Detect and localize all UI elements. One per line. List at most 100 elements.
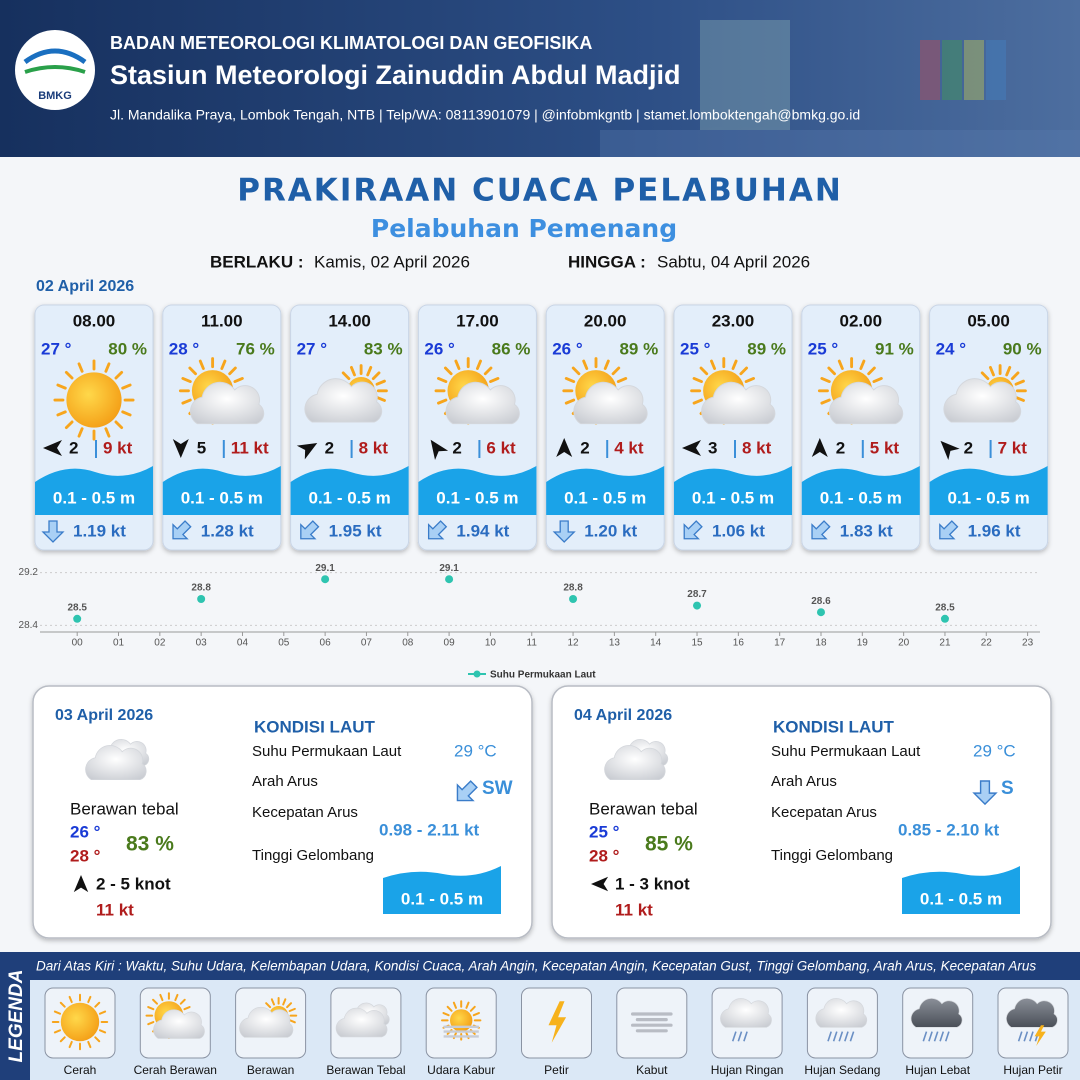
sun-ray xyxy=(183,1006,191,1011)
data-label: 28.8 xyxy=(563,583,583,594)
wind-direction-arrow xyxy=(556,438,573,457)
air-temperature: 26 ° xyxy=(552,339,583,358)
rain-drop xyxy=(832,1031,838,1042)
sun-ray xyxy=(98,1029,107,1034)
wave-band xyxy=(290,466,409,515)
weather-icon xyxy=(178,357,265,425)
sun-ray xyxy=(114,420,124,430)
current-speed: 0.85 - 2.10 kt xyxy=(898,820,999,839)
wind-gust: 11 kt xyxy=(615,900,653,919)
sun-ray xyxy=(446,1005,453,1012)
cloud xyxy=(189,381,265,425)
cloud xyxy=(815,998,868,1028)
humidity: 86 % xyxy=(492,339,531,358)
wave-height: 0.1 - 0.5 m xyxy=(181,488,263,507)
header-decoration xyxy=(600,20,1080,157)
cloud xyxy=(701,381,776,425)
rain-drop xyxy=(731,1031,737,1042)
condition: Berawan tebal xyxy=(589,799,698,818)
sun-ray xyxy=(56,383,67,390)
sun-ray xyxy=(198,359,205,370)
sun-ray xyxy=(147,1006,155,1011)
legend-item: Cerah xyxy=(64,1063,97,1077)
section-heading: KONDISI LAUT xyxy=(773,717,895,736)
current-direction-arrow xyxy=(172,520,192,540)
legend-item: Udara Kabur xyxy=(427,1063,495,1077)
sun-ray xyxy=(483,366,493,376)
valid-to: Sabtu, 04 April 2026 xyxy=(657,252,810,271)
sun-ray xyxy=(64,420,74,430)
x-tick-label: 10 xyxy=(485,638,497,649)
sun-ray xyxy=(188,366,197,376)
sun-ray xyxy=(452,1001,457,1009)
sun-ray xyxy=(988,365,995,377)
humidity: 83 % xyxy=(364,339,403,358)
sun-ray xyxy=(443,366,453,376)
current-direction-arrow xyxy=(972,780,998,806)
sun-ray xyxy=(288,1007,296,1013)
sun-ray xyxy=(228,366,237,376)
x-tick-label: 14 xyxy=(650,638,662,649)
weather-icon xyxy=(720,998,772,1042)
logo-badge xyxy=(15,30,95,110)
rain-drop xyxy=(944,1031,950,1042)
sun-ray xyxy=(375,379,386,386)
wind-speed: 2 xyxy=(325,438,334,457)
valid-from-label: BERLAKU : xyxy=(210,252,304,271)
lightning xyxy=(1034,1025,1046,1046)
temp-max: 28 ° xyxy=(70,846,101,865)
rain-drop xyxy=(743,1031,748,1042)
wind-gust: 4 kt xyxy=(614,438,644,457)
weather-icon xyxy=(51,993,109,1051)
cloud xyxy=(828,381,904,425)
sun-ray xyxy=(181,398,192,405)
sun-ray xyxy=(68,1040,73,1049)
rain-drop xyxy=(933,1031,939,1042)
sun-ray xyxy=(739,366,749,376)
sea-temperature: 29 °C xyxy=(973,741,1016,760)
sun-ray xyxy=(104,427,111,438)
sun-ray xyxy=(87,1040,92,1049)
current-speed: 1.94 kt xyxy=(456,521,509,540)
x-tick-label: 02 xyxy=(154,638,166,649)
x-tick-label: 17 xyxy=(774,638,786,649)
legend-note-bar xyxy=(30,952,1080,980)
legend-item: Cerah Berawan xyxy=(134,1063,217,1077)
forecast-time: 20.00 xyxy=(584,311,627,330)
sun-ray xyxy=(220,359,227,370)
day-date: 04 April 2026 xyxy=(574,707,672,724)
y-tick-label: 29.2 xyxy=(19,567,39,578)
current-direction-arrow xyxy=(456,780,478,802)
air-temperature: 24 ° xyxy=(936,339,967,358)
wind-speed: 2 xyxy=(836,438,845,457)
wave-height: 0.1 - 0.5 m xyxy=(692,488,774,507)
wind-speed: 5 xyxy=(197,438,206,457)
sun-ray xyxy=(867,366,876,376)
weather-icon xyxy=(910,998,963,1042)
sun-ray xyxy=(469,1005,476,1012)
wave-height: 0.1 - 0.5 m xyxy=(947,488,1029,507)
sun-ray xyxy=(489,377,500,383)
wind-direction-arrow xyxy=(682,440,701,456)
current-speed: 1.95 kt xyxy=(329,521,382,540)
x-tick-label: 15 xyxy=(691,638,703,649)
weather-icon xyxy=(239,996,298,1038)
data-point xyxy=(569,595,578,603)
sun-ray xyxy=(181,377,192,383)
sun-ray xyxy=(174,993,179,1002)
sun-ray xyxy=(692,398,703,405)
lightning xyxy=(548,1001,567,1043)
legend-note: Dari Atas Kiri : Waktu, Suhu Udara, Kele… xyxy=(36,959,1036,974)
current-direction-arrow xyxy=(683,520,703,540)
sun-ray xyxy=(375,395,386,402)
sun-ray xyxy=(121,410,132,417)
air-temperature: 25 ° xyxy=(808,339,839,358)
sun-ray xyxy=(159,993,164,1002)
data-label: 28.6 xyxy=(811,596,831,607)
logo-arc xyxy=(24,65,86,74)
label: Suhu Permukaan Laut xyxy=(252,743,402,760)
sun-ray xyxy=(77,427,84,438)
rain-drop xyxy=(849,1031,855,1042)
air-temperature: 28 ° xyxy=(169,339,200,358)
wave-band xyxy=(418,466,537,515)
